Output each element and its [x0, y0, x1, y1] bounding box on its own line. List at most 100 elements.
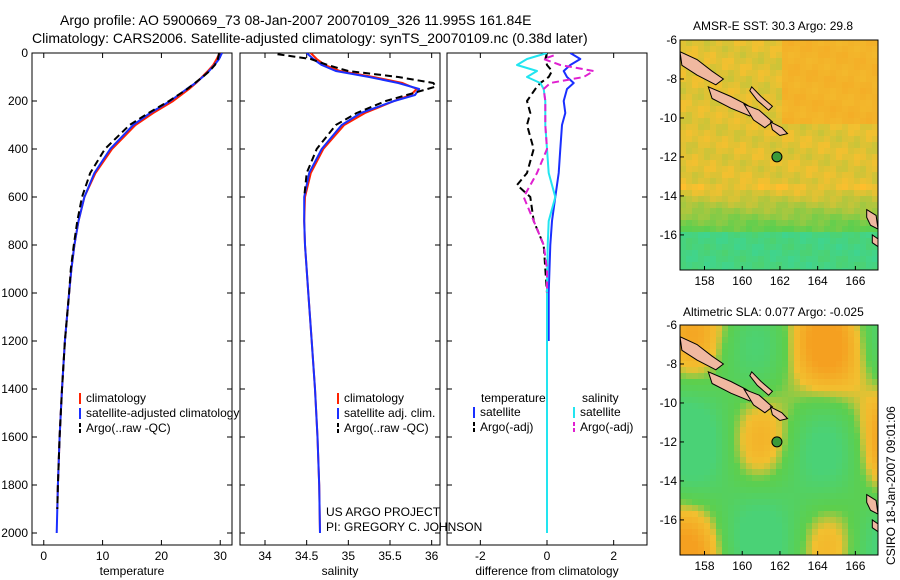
sla_map-cell	[722, 511, 729, 518]
sst_map-cell	[818, 52, 825, 59]
sst_map-cell	[746, 52, 753, 59]
sla_map-cell	[848, 415, 855, 422]
sla_map-cell	[728, 409, 735, 416]
sla_map-cell	[824, 397, 831, 404]
sst_map-cell	[728, 136, 735, 143]
sla_map-cell	[722, 493, 729, 500]
sla_map-cell	[800, 535, 807, 542]
sla_map-cell	[746, 421, 753, 428]
sst_map-cell	[842, 190, 849, 197]
sla_map-cell	[722, 367, 729, 374]
sla_map-cell	[758, 361, 765, 368]
sst_map-cell	[818, 76, 825, 83]
sla_map-cell	[692, 445, 699, 452]
sst_map-cell	[836, 214, 843, 221]
sst_map-cell	[788, 166, 795, 173]
sla_map-cell	[710, 397, 717, 404]
sst_map-cell	[848, 244, 855, 251]
sst_map-cell	[692, 136, 699, 143]
sla_map-cell	[734, 493, 741, 500]
sst_map-cell	[866, 202, 873, 209]
sst_map-cell	[722, 142, 729, 149]
sst_map-cell	[830, 142, 837, 149]
sla_map-cell	[710, 487, 717, 494]
sla_map-cell	[830, 349, 837, 356]
sla_map-cell	[824, 361, 831, 368]
sla-map: 158 160 162 164 166-6-8-10-12-14-16	[660, 318, 879, 573]
sla_map-cell	[830, 505, 837, 512]
sst_map-cell	[728, 82, 735, 89]
sla_map-cell	[782, 439, 789, 446]
sla_map-cell	[854, 463, 861, 470]
sla_map-cell	[812, 367, 819, 374]
sst_map-cell	[716, 232, 723, 239]
sla_map-cell	[776, 529, 783, 536]
sla_map-cell	[686, 325, 693, 332]
sst_map-cell	[770, 142, 777, 149]
sla_map-cell	[812, 349, 819, 356]
sst_map-cell	[800, 88, 807, 95]
sst_map-cell	[722, 46, 729, 53]
sla_map-cell	[758, 553, 765, 555]
sst_map-cell	[710, 112, 717, 119]
sst_map-cell	[776, 202, 783, 209]
sla_map-cell	[854, 433, 861, 440]
sla_map-cell	[794, 505, 801, 512]
sst_map-cell	[788, 262, 795, 269]
sla_map-cell	[818, 535, 825, 542]
sst_map-cell	[770, 232, 777, 239]
sst_map-cell	[866, 244, 873, 251]
sst_map-cell	[716, 64, 723, 71]
sst_map-cell	[728, 220, 735, 227]
sla_map-cell	[740, 379, 747, 386]
sla_map-cell	[806, 529, 813, 536]
sst_map-cell	[734, 244, 741, 251]
sla_map-cell	[740, 553, 747, 555]
sla_map-cell	[734, 463, 741, 470]
sla_map-cell	[680, 349, 687, 356]
sst_map-cell	[776, 148, 783, 155]
sla_map-cell	[854, 343, 861, 350]
sla_map-cell	[830, 451, 837, 458]
sla_map-cell	[860, 553, 867, 555]
sla_map-cell	[692, 463, 699, 470]
sst_map-cell	[680, 94, 687, 101]
sla_map-cell	[800, 421, 807, 428]
sst_map-cell	[758, 136, 765, 143]
sla_map-cell	[806, 433, 813, 440]
sst_map-cell	[770, 172, 777, 179]
sla_map-cell	[794, 403, 801, 410]
salinity-xtick-label: 36	[425, 549, 439, 563]
sla_map-cell	[680, 415, 687, 422]
sst_map-cell	[848, 172, 855, 179]
sla_map-cell	[752, 463, 759, 470]
sst_map-cell	[710, 178, 717, 185]
sst_map-cell	[770, 88, 777, 95]
sla_map-cell	[854, 427, 861, 434]
sst_map-cell	[728, 208, 735, 215]
sst_map-cell	[758, 184, 765, 191]
sla_map-cell	[716, 481, 723, 488]
sst_map-cell	[854, 70, 861, 77]
sla_map-cell	[704, 445, 711, 452]
sst_map-cell	[800, 250, 807, 257]
sla_map-cell	[782, 457, 789, 464]
sst_map-cell	[722, 238, 729, 245]
sst_map-cell	[704, 250, 711, 257]
sla_map-cell	[836, 385, 843, 392]
sst_map-cell	[752, 100, 759, 107]
sst_map-cell	[734, 226, 741, 233]
temperature-xtick-label: 0	[40, 549, 47, 563]
sst_map-cell	[794, 160, 801, 167]
sst_map-cell	[752, 262, 759, 269]
sst_map-cell	[746, 148, 753, 155]
sla_map-cell	[680, 403, 687, 410]
sla_map-cell	[728, 523, 735, 530]
sla_map-cell	[866, 529, 873, 536]
sla_map-cell	[734, 553, 741, 555]
sst_map-cell	[740, 118, 747, 125]
sst_map-cell	[686, 196, 693, 203]
sla_map-cell	[788, 421, 795, 428]
sst_map-cell	[872, 190, 878, 197]
sst_map-cell	[830, 64, 837, 71]
